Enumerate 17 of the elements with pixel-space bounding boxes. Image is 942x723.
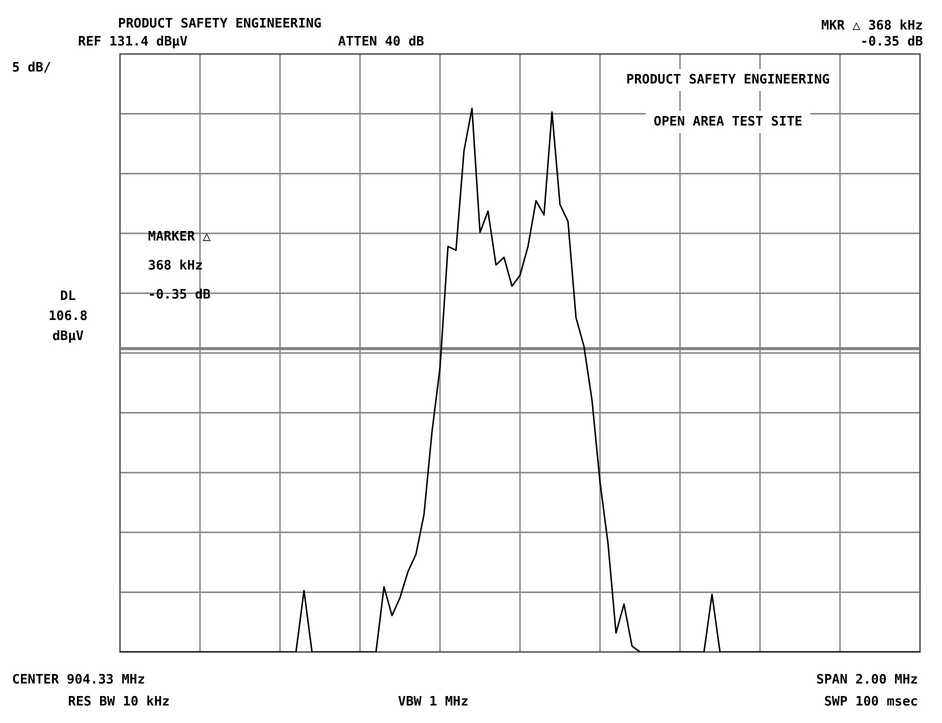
text: MKR △ 368 kHz <box>821 18 923 34</box>
chart-title: PRODUCT SAFETY ENGINEERING <box>118 16 322 32</box>
text: SPAN 2.00 MHz <box>816 672 918 688</box>
text: VBW 1 MHz <box>398 694 468 710</box>
text: 5 dB/ <box>12 60 52 76</box>
annotation: 368 kHz <box>148 258 203 274</box>
text: REF 131.4 dBµV <box>78 34 188 50</box>
text: PRODUCT SAFETY ENGINEERING <box>626 72 830 88</box>
annotation: MARKER △ <box>148 229 211 244</box>
text: SWP 100 msec <box>824 694 918 710</box>
text: -0.35 dB <box>860 34 924 50</box>
text: CENTER 904.33 MHz <box>12 672 146 688</box>
ref-line-label: DL 106.8 dBµV <box>48 289 88 344</box>
text: ATTEN 40 dB <box>338 34 424 50</box>
annotation: OPEN AREA TEST SITE <box>654 114 802 130</box>
annotation: -0.35 dB <box>148 287 211 302</box>
text: RES BW 10 kHz <box>68 694 170 710</box>
